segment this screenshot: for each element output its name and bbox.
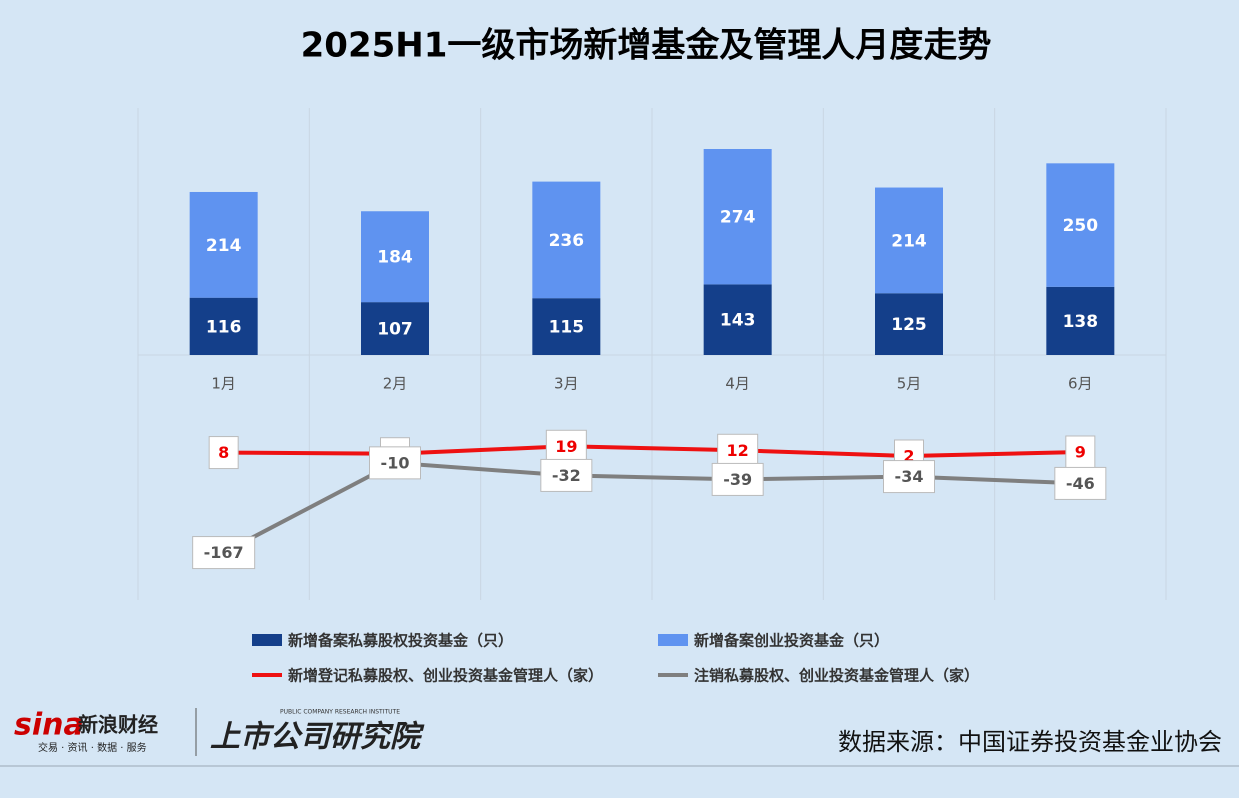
data-label: 12 <box>727 441 749 460</box>
label-box <box>1054 466 1107 500</box>
data-label: 138 <box>1063 312 1099 332</box>
data-label: 19 <box>555 437 577 456</box>
data-label: 214 <box>891 231 927 251</box>
label-box <box>540 458 593 492</box>
data-label: -167 <box>204 543 244 562</box>
x-tick-label: 5月 <box>897 375 922 393</box>
bar <box>189 297 258 355</box>
data-label: 143 <box>720 311 756 331</box>
bar <box>1046 286 1115 355</box>
label-box <box>883 460 935 494</box>
brand-slogan: 交易 · 资讯 · 数据 · 服务 <box>38 741 147 754</box>
bar <box>875 293 943 355</box>
x-tick-label: 3月 <box>554 375 579 393</box>
data-label: 274 <box>720 208 756 228</box>
line <box>223 444 1081 459</box>
bar <box>875 187 943 294</box>
data-label: -46 <box>1066 474 1095 493</box>
data-label: 107 <box>377 320 413 340</box>
data-label: 8 <box>218 443 229 462</box>
bar <box>532 181 601 299</box>
data-label: 116 <box>206 317 242 337</box>
data-label: 184 <box>377 248 413 268</box>
x-tick-label: 2月 <box>383 375 408 393</box>
brand-logo: sina <box>14 708 84 743</box>
institute: 上市公司研究院 <box>210 720 425 755</box>
line <box>222 460 1081 555</box>
data-label: 115 <box>549 318 585 338</box>
bar <box>189 191 258 298</box>
bar <box>703 149 772 285</box>
label-box <box>208 436 239 470</box>
label-box <box>545 429 587 463</box>
data-label: 2 <box>903 447 914 466</box>
brand-name: 新浪财经 <box>78 713 158 737</box>
bar <box>361 211 429 303</box>
legend-label: 注销私募股权、创业投资基金管理人（家） <box>694 667 979 685</box>
data-label: -10 <box>381 453 410 472</box>
bar <box>361 302 429 355</box>
chart-title: 2025H1一级市场新增基金及管理人月度走势 <box>301 26 992 66</box>
legend-swatch <box>658 634 688 646</box>
data-label: 250 <box>1063 216 1099 236</box>
legend-swatch <box>252 634 282 646</box>
x-tick-label: 6月 <box>1068 375 1093 393</box>
data-label: -32 <box>552 466 581 485</box>
legend-label: 新增登记私募股权、创业投资基金管理人（家） <box>288 667 603 685</box>
data-label: -39 <box>723 470 752 489</box>
data-label: 125 <box>891 315 927 335</box>
data-label: -34 <box>895 467 924 486</box>
institute-en: PUBLIC COMPANY RESEARCH INSTITUTE <box>280 709 400 716</box>
x-tick-label: 4月 <box>725 375 750 393</box>
legend-label: 新增备案私募股权投资基金（只） <box>288 632 513 650</box>
label-box <box>711 462 764 496</box>
bar <box>532 298 601 355</box>
bar <box>1046 163 1115 287</box>
data-label: 9 <box>1075 443 1086 462</box>
data-label: 236 <box>549 231 585 251</box>
legend-label: 新增备案创业投资基金（只） <box>694 632 889 650</box>
source: 数据来源：中国证券投资基金业协会 <box>838 728 1222 756</box>
label-box <box>192 536 256 570</box>
label-box <box>717 433 759 467</box>
bar <box>703 284 772 355</box>
x-tick-label: 1月 <box>211 375 236 393</box>
data-label: 214 <box>206 236 242 256</box>
label-box <box>369 446 421 480</box>
